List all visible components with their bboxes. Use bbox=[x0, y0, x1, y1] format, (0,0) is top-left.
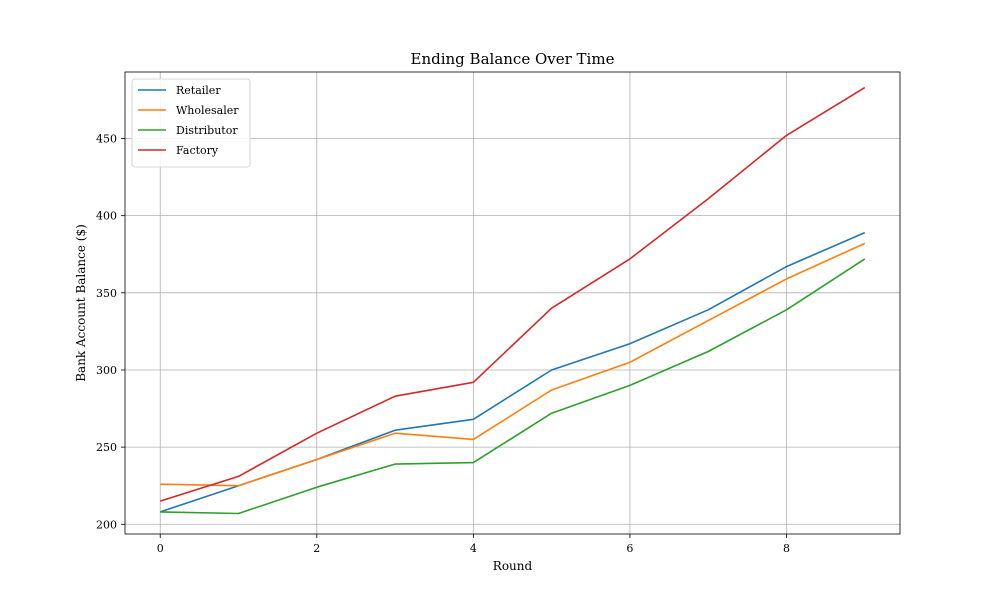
legend-label-retailer: Retailer bbox=[176, 84, 221, 97]
y-axis-label: Bank Account Balance ($) bbox=[74, 224, 88, 382]
y-tick-label: 250 bbox=[96, 441, 117, 454]
x-tick-label: 4 bbox=[470, 542, 477, 555]
legend: Retailer Wholesaler Distributor Factory bbox=[131, 78, 251, 168]
y-tick-label: 450 bbox=[96, 133, 117, 146]
grid bbox=[125, 72, 900, 534]
series-line-distributor bbox=[160, 258, 866, 515]
series-lines bbox=[159, 86, 866, 515]
y-tick-label: 200 bbox=[96, 518, 117, 531]
x-tick-label: 2 bbox=[313, 542, 320, 555]
x-axis-label: Round bbox=[493, 559, 533, 573]
x-tick-label: 0 bbox=[157, 542, 164, 555]
chart-title: Ending Balance Over Time bbox=[411, 50, 615, 68]
y-tick-label: 300 bbox=[96, 364, 117, 377]
legend-label-factory: Factory bbox=[176, 144, 219, 157]
legend-label-distributor: Distributor bbox=[176, 124, 238, 137]
legend-label-wholesaler: Wholesaler bbox=[176, 104, 239, 117]
x-tick-label: 8 bbox=[783, 542, 790, 555]
ticks: 0 2 4 6 8 200 250 300 350 400 450 bbox=[96, 133, 790, 555]
series-line-factory bbox=[159, 86, 866, 502]
plot-frame bbox=[124, 71, 901, 535]
y-tick-label: 350 bbox=[96, 287, 117, 300]
legend-box bbox=[131, 78, 251, 168]
y-tick-label: 400 bbox=[96, 210, 117, 223]
series-line-wholesaler bbox=[160, 242, 866, 487]
x-tick-label: 6 bbox=[626, 542, 633, 555]
